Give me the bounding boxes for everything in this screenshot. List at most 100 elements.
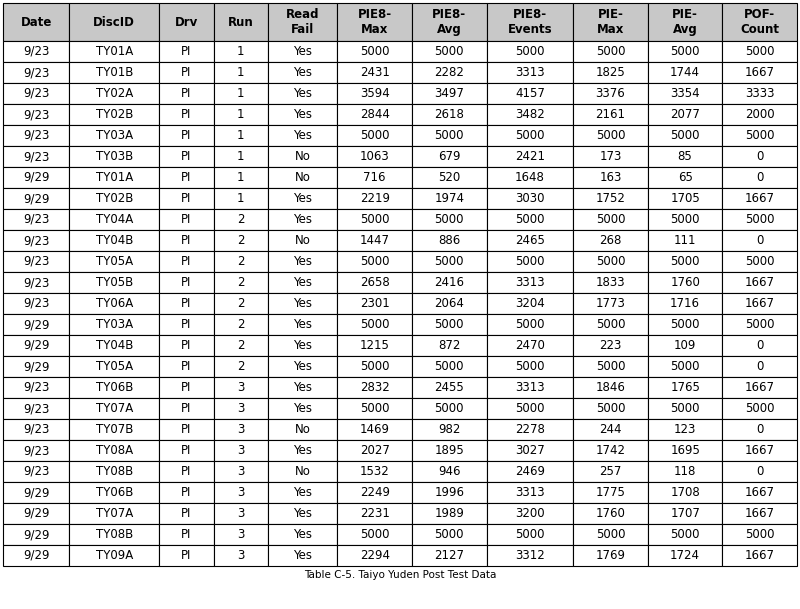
Bar bbox=[648, 545, 722, 566]
Text: 5000: 5000 bbox=[434, 45, 464, 58]
Text: 2431: 2431 bbox=[360, 66, 390, 79]
Bar bbox=[648, 461, 722, 482]
Text: 1974: 1974 bbox=[434, 192, 464, 205]
Bar bbox=[648, 230, 722, 251]
Bar bbox=[69, 356, 159, 377]
Text: PI: PI bbox=[182, 528, 192, 541]
Bar bbox=[338, 83, 412, 104]
Text: 1895: 1895 bbox=[434, 444, 464, 457]
Text: 1996: 1996 bbox=[434, 486, 464, 499]
Bar bbox=[574, 377, 648, 398]
Text: 9/29: 9/29 bbox=[23, 192, 50, 205]
Bar bbox=[722, 41, 797, 62]
Text: 123: 123 bbox=[674, 423, 696, 436]
Bar bbox=[3, 356, 69, 377]
Text: 5000: 5000 bbox=[670, 45, 700, 58]
Text: TY07B: TY07B bbox=[95, 423, 133, 436]
Text: 1063: 1063 bbox=[360, 150, 390, 163]
Bar bbox=[3, 272, 69, 293]
Bar bbox=[159, 503, 214, 524]
Text: 9/29: 9/29 bbox=[23, 507, 50, 520]
Bar bbox=[338, 419, 412, 440]
Text: 9/29: 9/29 bbox=[23, 486, 50, 499]
Text: 5000: 5000 bbox=[515, 45, 545, 58]
Text: 1708: 1708 bbox=[670, 486, 700, 499]
Bar bbox=[486, 419, 574, 440]
Bar bbox=[412, 62, 486, 83]
Bar bbox=[338, 335, 412, 356]
Text: 2421: 2421 bbox=[515, 150, 545, 163]
Text: 5000: 5000 bbox=[360, 213, 390, 226]
Text: 9/29: 9/29 bbox=[23, 528, 50, 541]
Bar bbox=[722, 335, 797, 356]
Text: 1716: 1716 bbox=[670, 297, 700, 310]
Bar bbox=[214, 419, 268, 440]
Text: 5000: 5000 bbox=[745, 402, 774, 415]
Text: 3376: 3376 bbox=[596, 87, 626, 100]
Text: Yes: Yes bbox=[293, 129, 312, 142]
Text: 2: 2 bbox=[237, 213, 244, 226]
Bar bbox=[268, 251, 338, 272]
Bar bbox=[214, 209, 268, 230]
Text: 5000: 5000 bbox=[670, 528, 700, 541]
Text: 1744: 1744 bbox=[670, 66, 700, 79]
Text: 9/29: 9/29 bbox=[23, 171, 50, 184]
Text: Drv: Drv bbox=[175, 15, 198, 29]
Bar bbox=[648, 62, 722, 83]
Text: PI: PI bbox=[182, 549, 192, 562]
Text: PIE8-
Events: PIE8- Events bbox=[508, 8, 552, 36]
Text: 9/23: 9/23 bbox=[23, 87, 50, 100]
Text: Yes: Yes bbox=[293, 297, 312, 310]
Text: 2077: 2077 bbox=[670, 108, 700, 121]
Bar bbox=[486, 41, 574, 62]
Bar bbox=[159, 62, 214, 83]
Bar bbox=[159, 482, 214, 503]
Text: Yes: Yes bbox=[293, 108, 312, 121]
Bar bbox=[159, 83, 214, 104]
Text: 2127: 2127 bbox=[434, 549, 464, 562]
Text: PI: PI bbox=[182, 381, 192, 394]
Text: 1532: 1532 bbox=[360, 465, 390, 478]
Bar bbox=[486, 503, 574, 524]
Text: 2064: 2064 bbox=[434, 297, 464, 310]
Text: Yes: Yes bbox=[293, 444, 312, 457]
Text: 3313: 3313 bbox=[515, 276, 545, 289]
Text: 0: 0 bbox=[756, 360, 763, 373]
Bar bbox=[486, 62, 574, 83]
Text: 2301: 2301 bbox=[360, 297, 390, 310]
Bar bbox=[3, 41, 69, 62]
Bar bbox=[412, 41, 486, 62]
Bar bbox=[486, 545, 574, 566]
Text: 1: 1 bbox=[237, 129, 244, 142]
Text: TY05B: TY05B bbox=[96, 276, 133, 289]
Bar bbox=[3, 335, 69, 356]
Bar bbox=[648, 167, 722, 188]
Bar bbox=[574, 83, 648, 104]
Bar bbox=[722, 272, 797, 293]
Text: 1: 1 bbox=[237, 171, 244, 184]
Bar bbox=[648, 356, 722, 377]
Bar bbox=[574, 314, 648, 335]
Bar bbox=[268, 83, 338, 104]
Text: TY09A: TY09A bbox=[96, 549, 133, 562]
Bar bbox=[338, 251, 412, 272]
Text: 2465: 2465 bbox=[515, 234, 545, 247]
Text: PI: PI bbox=[182, 360, 192, 373]
Text: 520: 520 bbox=[438, 171, 461, 184]
Text: 3200: 3200 bbox=[515, 507, 545, 520]
Text: 223: 223 bbox=[599, 339, 622, 352]
Bar bbox=[69, 230, 159, 251]
Bar bbox=[412, 503, 486, 524]
Bar bbox=[69, 419, 159, 440]
Bar bbox=[722, 461, 797, 482]
Bar bbox=[648, 104, 722, 125]
Bar bbox=[486, 314, 574, 335]
Text: PIE-
Avg: PIE- Avg bbox=[672, 8, 698, 36]
Bar bbox=[574, 104, 648, 125]
Bar bbox=[338, 545, 412, 566]
Bar bbox=[648, 293, 722, 314]
Text: 5000: 5000 bbox=[515, 360, 545, 373]
Bar bbox=[214, 524, 268, 545]
Bar bbox=[338, 62, 412, 83]
Text: 1667: 1667 bbox=[745, 381, 774, 394]
